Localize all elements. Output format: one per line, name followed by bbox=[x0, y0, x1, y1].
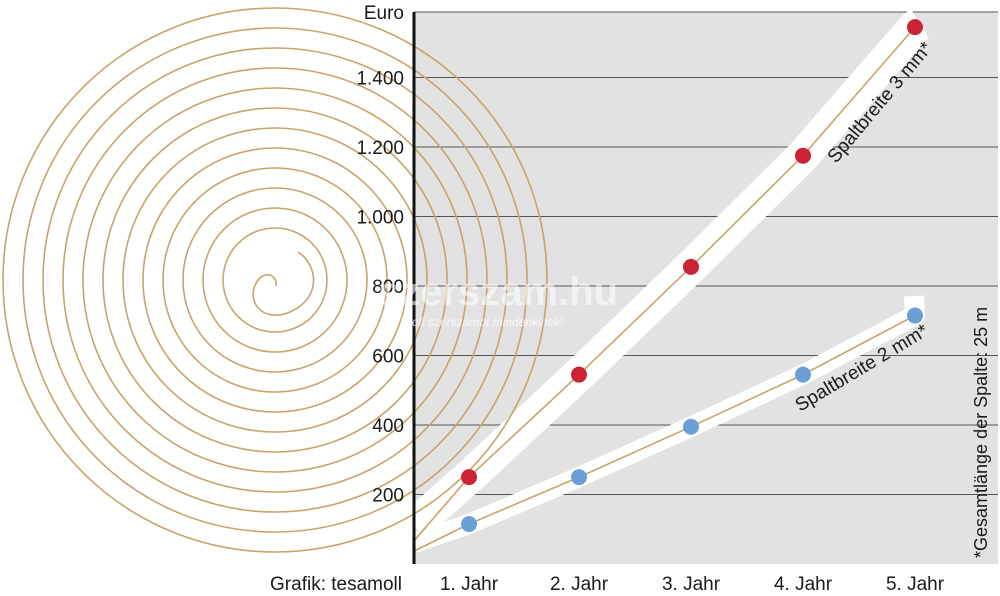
data-point bbox=[907, 19, 923, 36]
spiral-ring bbox=[182, 187, 368, 373]
spiral-ring bbox=[102, 107, 448, 453]
y-tick-label: 1.200 bbox=[356, 138, 404, 159]
data-point bbox=[683, 258, 699, 275]
spiral-ring bbox=[162, 167, 388, 393]
y-tick-label: 800 bbox=[372, 277, 404, 298]
y-tick-label: 1.000 bbox=[356, 208, 404, 229]
spiral-ring bbox=[122, 127, 428, 433]
watermark: szerszam.hu Profi szerszámot mindenkinek… bbox=[378, 270, 618, 329]
x-tick-label: 1. Jahr bbox=[440, 574, 499, 595]
spiral-ring bbox=[42, 47, 508, 513]
spiral-core bbox=[252, 251, 315, 316]
spiral-ring bbox=[2, 7, 548, 553]
x-tick-label: 3. Jahr bbox=[662, 574, 721, 595]
spiral-ring bbox=[22, 27, 528, 533]
footnote: *Gesamtlänge der Spalte: 25 m bbox=[971, 307, 991, 558]
y-axis-label: Euro bbox=[364, 3, 404, 24]
spiral-ring bbox=[82, 87, 468, 473]
spiral-ring bbox=[62, 67, 488, 493]
x-tick-label: 5. Jahr bbox=[886, 574, 945, 595]
credit-text: Grafik: tesamoll bbox=[270, 574, 402, 595]
plot-background bbox=[414, 12, 998, 564]
data-point bbox=[461, 516, 477, 533]
spiral-ring bbox=[142, 147, 408, 413]
data-point bbox=[907, 307, 923, 324]
y-tick-label: 1.400 bbox=[356, 69, 404, 90]
spiral-ring bbox=[202, 207, 348, 353]
spiral-decoration bbox=[2, 7, 548, 553]
watermark-sub: Profi szerszámot mindenkinek! bbox=[400, 315, 564, 329]
y-tick-label: 200 bbox=[372, 486, 404, 507]
x-tick-label: 4. Jahr bbox=[774, 574, 833, 595]
y-tick-labels: 200 400 600 800 1.000 1.200 1.400 bbox=[356, 69, 404, 507]
y-tick-label: 600 bbox=[372, 347, 404, 368]
data-point bbox=[795, 147, 811, 164]
data-points bbox=[461, 19, 923, 533]
data-point bbox=[571, 469, 587, 486]
data-point bbox=[683, 418, 699, 435]
watermark-main: szerszam.hu bbox=[378, 270, 618, 314]
x-tick-labels: 1. Jahr 2. Jahr 3. Jahr 4. Jahr 5. Jahr bbox=[440, 574, 945, 595]
data-point bbox=[461, 469, 477, 486]
data-point bbox=[795, 366, 811, 383]
spiral-ring bbox=[222, 227, 328, 333]
data-point bbox=[571, 366, 587, 383]
y-tick-label: 400 bbox=[372, 416, 404, 437]
x-tick-label: 2. Jahr bbox=[550, 574, 609, 595]
